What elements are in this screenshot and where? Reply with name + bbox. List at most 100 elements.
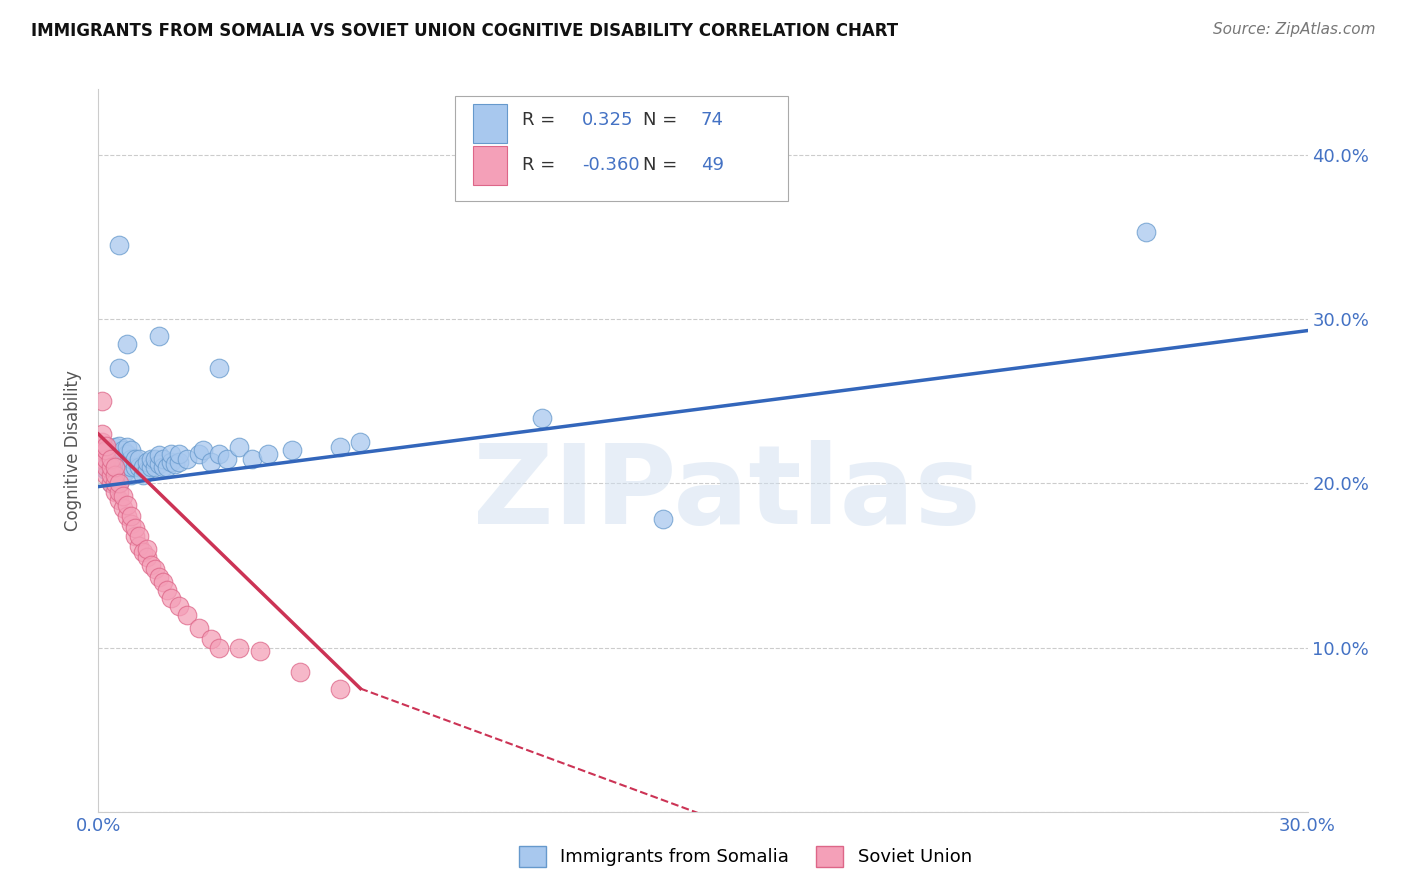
FancyBboxPatch shape [474, 145, 508, 186]
Text: N =: N = [643, 156, 676, 174]
Point [188, 447, 211, 461]
Point [103, 459, 125, 474]
Point [100, 459, 122, 474]
Point [96, 463, 118, 477]
Text: N =: N = [643, 112, 676, 129]
Point [103, 476, 125, 491]
Point [160, 591, 183, 606]
Point [217, 451, 239, 466]
Point [107, 459, 129, 474]
Point [148, 457, 170, 471]
Point [167, 455, 190, 469]
Point [107, 447, 129, 461]
Point [176, 451, 198, 466]
Point [107, 438, 129, 452]
Text: 74: 74 [700, 112, 724, 129]
Point [96, 457, 118, 471]
Point [107, 238, 129, 252]
Point [228, 440, 250, 454]
Point [135, 541, 157, 556]
Point [329, 440, 352, 454]
Point [249, 644, 271, 658]
Point [128, 459, 150, 474]
Point [139, 459, 162, 474]
Point [100, 459, 122, 474]
Point [103, 451, 125, 466]
Point [132, 459, 155, 474]
Point [1135, 225, 1157, 239]
Point [167, 447, 190, 461]
Point [200, 632, 222, 647]
Point [96, 447, 118, 461]
Point [115, 455, 138, 469]
Text: R =: R = [522, 156, 555, 174]
Point [281, 443, 304, 458]
Point [143, 562, 166, 576]
Point [103, 484, 125, 499]
Point [111, 468, 134, 483]
Point [139, 558, 162, 573]
Point [111, 459, 134, 474]
Point [135, 550, 157, 565]
Point [111, 443, 134, 458]
Point [124, 451, 146, 466]
Point [135, 463, 157, 477]
Point [256, 447, 278, 461]
Point [188, 621, 211, 635]
Point [228, 640, 250, 655]
Point [148, 449, 170, 463]
Point [128, 451, 150, 466]
Point [96, 468, 118, 483]
Point [120, 459, 142, 474]
Point [103, 459, 125, 474]
Point [111, 490, 134, 504]
Point [100, 468, 122, 483]
Point [115, 447, 138, 461]
Point [96, 438, 118, 452]
Point [100, 476, 122, 491]
Point [152, 451, 174, 466]
Point [111, 500, 134, 515]
Point [107, 476, 129, 491]
Point [115, 509, 138, 524]
Point [143, 451, 166, 466]
Point [132, 545, 155, 559]
Point [156, 582, 179, 597]
Point [128, 539, 150, 553]
Text: 49: 49 [700, 156, 724, 174]
Y-axis label: Cognitive Disability: Cognitive Disability [65, 370, 83, 531]
Point [100, 476, 122, 491]
Point [96, 459, 118, 474]
Point [530, 410, 553, 425]
Point [103, 440, 125, 454]
Point [91, 451, 114, 466]
Text: R =: R = [522, 112, 555, 129]
Point [91, 435, 114, 450]
Point [115, 463, 138, 477]
Point [107, 361, 129, 376]
Point [107, 468, 129, 483]
Point [128, 529, 150, 543]
Point [143, 459, 166, 474]
Point [100, 451, 122, 466]
Point [103, 468, 125, 483]
Point [124, 459, 146, 474]
Point [240, 451, 263, 466]
Point [107, 476, 129, 491]
Point [96, 443, 118, 458]
Point [115, 336, 138, 351]
Point [91, 443, 114, 458]
Point [152, 459, 174, 474]
Point [160, 447, 183, 461]
Point [120, 468, 142, 483]
Point [120, 443, 142, 458]
Point [329, 681, 352, 696]
Point [132, 468, 155, 483]
Point [120, 451, 142, 466]
Point [163, 457, 186, 471]
Point [176, 607, 198, 622]
Text: ZIPatlas: ZIPatlas [474, 441, 981, 548]
Point [156, 459, 179, 474]
Point [120, 509, 142, 524]
Point [103, 468, 125, 483]
